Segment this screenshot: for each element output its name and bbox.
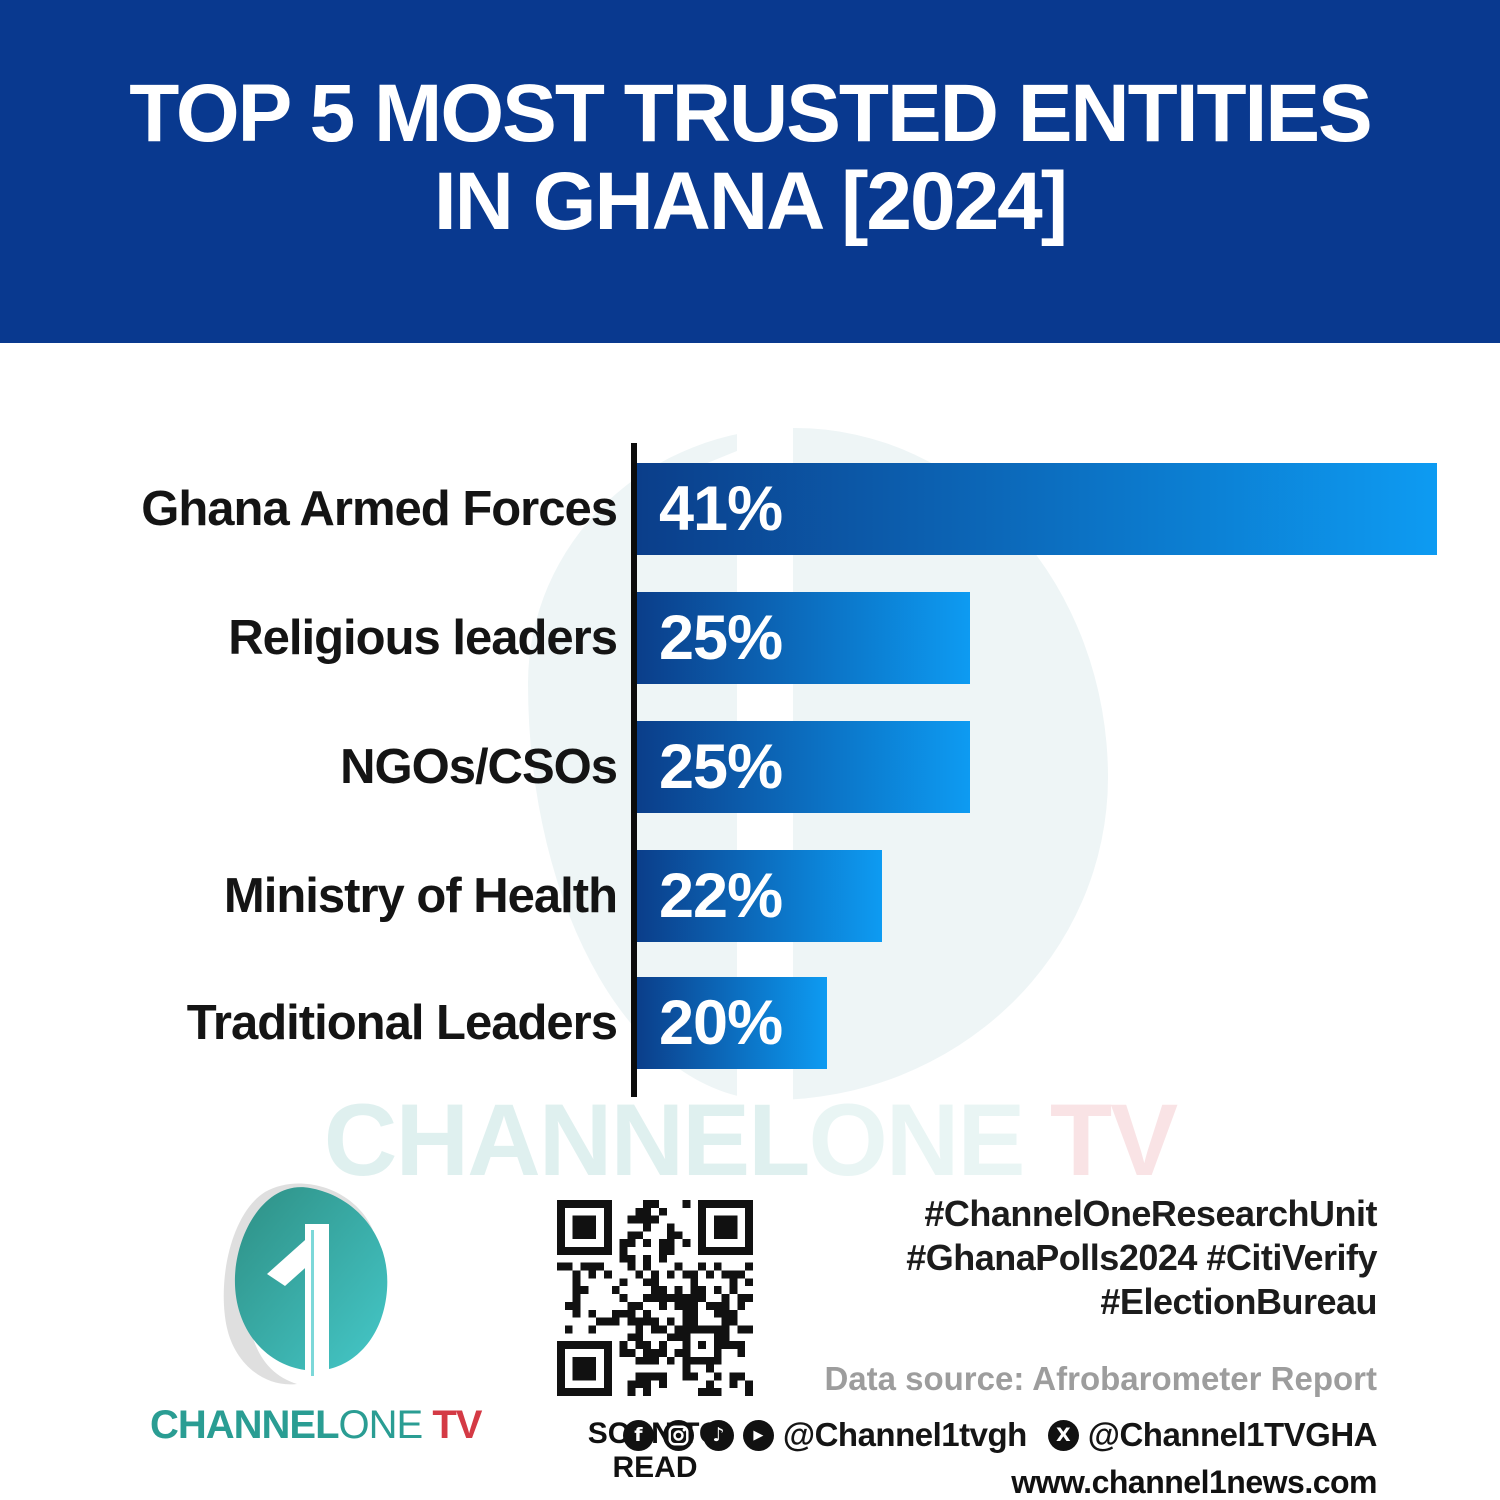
bar-row: Ministry of Health 22% <box>0 850 1500 942</box>
bar: 20% <box>637 977 827 1069</box>
bar-row: Traditional Leaders 20% <box>0 977 1500 1069</box>
logo-word-one: ONE <box>338 1403 424 1447</box>
qr-caption: SCAN TO READ <box>587 1417 723 1484</box>
hashtag-line-3: #ElectionBureau <box>1100 1281 1377 1322</box>
page-title-line1: TOP 5 MOST TRUSTED ENTITIES <box>129 68 1372 159</box>
website-url: www.channel1news.com <box>1011 1464 1377 1500</box>
bar-value-label: 22% <box>659 861 783 931</box>
instagram-icon <box>662 1419 694 1451</box>
hashtag-line-1: #ChannelOneResearchUnit <box>924 1193 1377 1234</box>
header-banner: TOP 5 MOST TRUSTED ENTITIES IN GHANA [20… <box>0 0 1500 343</box>
bar-row: Ghana Armed Forces 41% <box>0 463 1500 555</box>
social-row: f ♪ ▶ @Channel1tvgh X @Channel1TVGHA <box>617 1416 1378 1454</box>
watermark-one: ONE <box>808 1083 1025 1197</box>
bar-row: Religious leaders 25% <box>0 592 1500 684</box>
data-source-note: Data source: Afrobarometer Report <box>824 1360 1377 1397</box>
channel-one-logo-icon <box>223 1183 388 1385</box>
bar-value-label: 25% <box>659 603 783 673</box>
tiktok-icon: ♪ <box>702 1419 734 1451</box>
logo-word-tv: TV <box>422 1403 482 1447</box>
bar-value-label: 41% <box>659 474 783 544</box>
bar-category-label: NGOs/CSOs <box>340 740 618 794</box>
bar-value-label: 25% <box>659 732 783 802</box>
qr-code <box>557 1200 753 1396</box>
hashtag-line-2: #GhanaPolls2024 #CitiVerify <box>906 1237 1377 1278</box>
channel-one-logo: CHANNELONE TV <box>150 1178 482 1448</box>
qr-block: SCAN TO READ <box>545 1200 765 1485</box>
channel-one-logo-wordmark: CHANNELONE TV <box>150 1403 482 1448</box>
bar-category-label: Traditional Leaders <box>186 996 618 1050</box>
bar: 22% <box>637 850 882 942</box>
x-twitter-icon: X <box>1047 1419 1079 1451</box>
social-handle-main: @Channel1tvgh <box>782 1416 1027 1453</box>
bar-category-label: Ministry of Health <box>223 869 618 923</box>
bar-category-label: Ghana Armed Forces <box>141 482 618 536</box>
page-title-line2: IN GHANA [2024] <box>433 155 1068 247</box>
bar-value-label: 20% <box>659 988 783 1058</box>
chart-axis-line <box>631 443 637 1097</box>
bar-category-label: Religious leaders <box>228 611 618 665</box>
channel-one-watermark: CHANNELONE TV <box>0 1082 1500 1199</box>
logo-word-channel: CHANNEL <box>150 1403 340 1447</box>
facebook-icon: f <box>622 1419 654 1451</box>
social-handle-x: @Channel1TVGHA <box>1087 1416 1378 1453</box>
watermark-tv: TV <box>1023 1083 1178 1197</box>
youtube-icon: ▶ <box>742 1419 774 1451</box>
footer-right-block: #ChannelOneResearchUnit #GhanaPolls2024 … <box>617 1192 1378 1500</box>
bar: 25% <box>637 721 970 813</box>
bar: 41% <box>637 463 1437 555</box>
page-title: TOP 5 MOST TRUSTED ENTITIES IN GHANA [20… <box>0 70 1500 245</box>
watermark-channel: CHANNEL <box>323 1083 811 1197</box>
bar-row: NGOs/CSOs 25% <box>0 721 1500 813</box>
bar: 25% <box>637 592 970 684</box>
